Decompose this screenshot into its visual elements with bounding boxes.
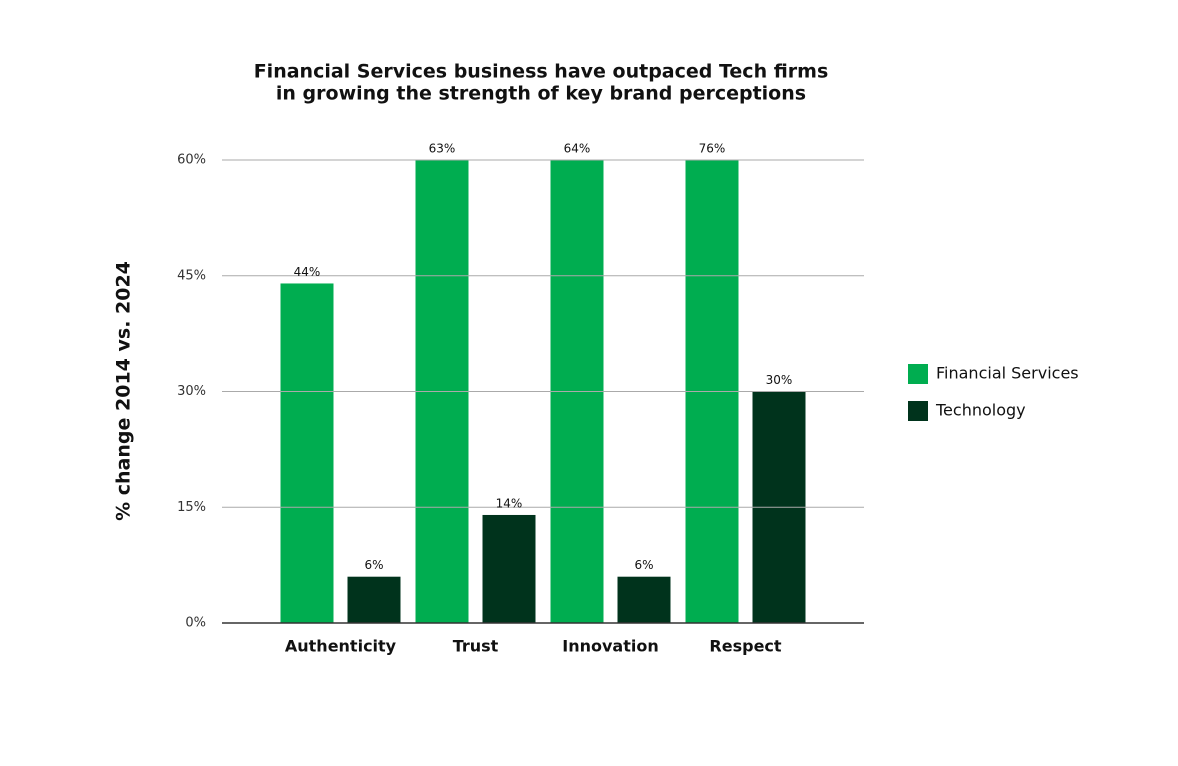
legend-swatch: [908, 364, 928, 384]
bar: [617, 576, 671, 623]
x-tick-label: Innovation: [562, 637, 658, 656]
y-tick-label: 0%: [185, 616, 206, 631]
value-label: 64%: [564, 142, 591, 156]
legend-swatch: [908, 401, 928, 421]
plot-area: [280, 160, 806, 623]
y-tick-label: 15%: [177, 500, 206, 515]
value-label: 76%: [699, 142, 726, 156]
legend-label: Technology: [935, 401, 1026, 420]
y-tick-label: 30%: [177, 384, 206, 399]
x-tick-label: Trust: [453, 637, 499, 656]
value-label: 14%: [496, 496, 523, 510]
value-label: 30%: [766, 373, 793, 387]
bar: [347, 576, 401, 623]
x-tick-label: Respect: [709, 637, 781, 656]
value-label: 6%: [634, 558, 653, 572]
x-tick-label: Authenticity: [285, 637, 397, 656]
chart-title: Financial Services business have outpace…: [254, 61, 829, 83]
bar: [482, 514, 536, 623]
chart-subtitle: in growing the strength of key brand per…: [276, 83, 806, 105]
bar: [550, 160, 604, 623]
value-label: 6%: [364, 558, 383, 572]
bar: [685, 160, 739, 623]
legend-label: Financial Services: [936, 364, 1079, 383]
value-label: 63%: [429, 142, 456, 156]
bar: [280, 283, 334, 623]
y-tick-label: 60%: [177, 153, 206, 168]
y-tick-label: 45%: [177, 268, 206, 283]
value-label: 44%: [294, 265, 321, 279]
y-axis-label: % change 2014 vs. 2024: [113, 261, 135, 521]
bar: [415, 160, 469, 623]
